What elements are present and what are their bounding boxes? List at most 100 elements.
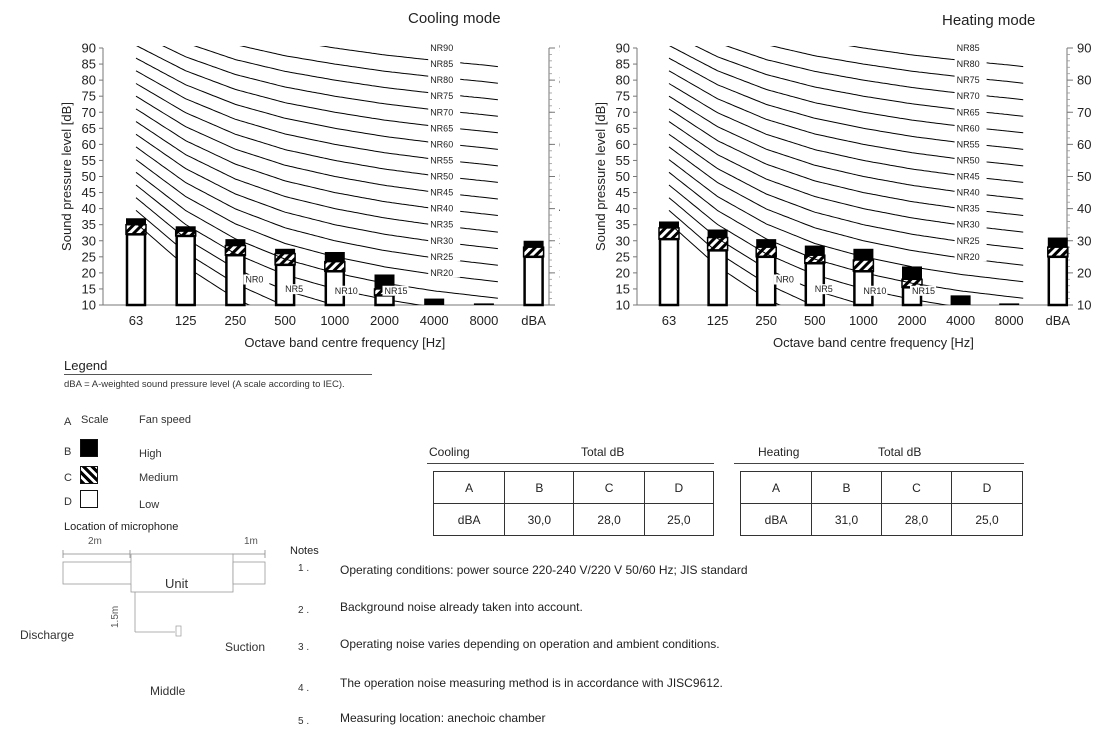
heating-nr-label: NR80 (957, 59, 980, 69)
table-cell: dBA (432, 503, 506, 536)
cooling-y-tick-label-right: 10 (559, 298, 560, 313)
cooling-nr-low-label-bg (332, 285, 359, 296)
heating-y-tick-label: 15 (616, 281, 630, 296)
heating-x-tick-label: 125 (707, 313, 729, 328)
cooling-nr-curve (162, 46, 498, 117)
heating-x-tick-label: 1000 (849, 313, 878, 328)
cooling-nr-label: NR40 (430, 204, 453, 214)
heating-y-tick-label: 90 (616, 41, 630, 56)
cooling-x-tick-label: 250 (225, 313, 247, 328)
heating-y-tick-label: 60 (616, 137, 630, 152)
cooling-nr-label: NR25 (430, 252, 453, 262)
dimension-1-5m: 1.5m (110, 605, 121, 628)
heating-y-tick-label-right: 90 (1077, 41, 1091, 56)
note-text: The operation noise measuring method is … (340, 676, 723, 690)
heating-bar-high (950, 295, 971, 305)
cooling-table: A B C D dBA 30,0 28,0 25,0 (432, 471, 715, 536)
cooling-nr-curve (135, 171, 498, 299)
cooling-y-tick-label: 30 (82, 233, 96, 248)
table-cell: B (811, 471, 882, 504)
cooling-nr-curve (135, 83, 498, 183)
heating-bar-high (1047, 237, 1068, 248)
cooling-nr-low-label: NR5 (285, 284, 303, 294)
cooling-nr-label: NR35 (430, 220, 453, 230)
heating-nr-curve (668, 57, 1024, 150)
table-cell: B (504, 471, 575, 504)
table-cell: C (881, 471, 952, 504)
heating-bar-low (804, 261, 826, 307)
heating-x-tick-label: 8000 (995, 313, 1024, 328)
heating-y-tick-label-right: 80 (1077, 73, 1091, 88)
heating-nr-label: NR25 (957, 236, 980, 246)
heating-bar-low (707, 249, 728, 307)
heating-y-tick-label: 25 (616, 249, 630, 264)
table-cell: dBA (740, 503, 812, 536)
legend-label-low: Low (139, 499, 160, 511)
heating-nr-curve (668, 133, 1024, 250)
legend-letter-high: B (64, 446, 72, 458)
heating-bar-high (756, 239, 777, 248)
discharge-label: Discharge (20, 628, 75, 642)
cooling-y-tick-label: 10 (82, 298, 96, 313)
cooling-x-tick-label: 1000 (320, 313, 349, 328)
cooling-nr-curve (135, 121, 498, 233)
heating-y-tick-label: 20 (616, 265, 630, 280)
cooling-bar-medium (324, 260, 346, 273)
cooling-nr-label-bg (428, 74, 461, 85)
heating-chart: 1015202530354045505560657075808590102030… (593, 41, 1091, 351)
cooling-x-tick-label: 125 (175, 313, 197, 328)
cooling-nr-label: NR85 (430, 59, 453, 69)
heating-nr-curve (848, 46, 1024, 68)
heating-y-tick-label-right: 20 (1077, 265, 1091, 280)
cooling-bar-low (374, 294, 395, 307)
heating-y-tick-label: 65 (616, 121, 630, 136)
cooling-nr-label-bg (428, 203, 461, 214)
middle-label: Middle (150, 684, 186, 698)
heating-y-tick-label: 85 (616, 57, 630, 72)
heating-table-mode: Heating (758, 445, 800, 459)
cooling-nr-label: NR20 (430, 268, 453, 278)
cooling-nr-label: NR55 (430, 155, 453, 165)
cooling-y-tick-label: 70 (82, 105, 96, 120)
cooling-bar-high (324, 251, 345, 262)
cooling-nr-label: NR80 (430, 75, 453, 85)
heating-table-total: Total dB (878, 445, 922, 459)
heating-bar-high (999, 303, 1020, 305)
cooling-nr-curve (135, 57, 498, 150)
cooling-nr-label: NR75 (430, 91, 453, 101)
heating-nr-label-bg (954, 106, 987, 117)
heating-y-tick-label-right: 50 (1077, 169, 1091, 184)
cooling-x-tick-label: dBA (521, 313, 546, 328)
cooling-nr-label-bg (428, 106, 461, 117)
microphone-location-label: Location of microphone (64, 521, 179, 533)
heating-y-axis-title: Sound pressure level [dB] (593, 102, 608, 251)
cooling-y-tick-label-right: 80 (559, 73, 560, 88)
note-text: Background noise already taken into acco… (340, 600, 583, 614)
table-cell: 25,0 (951, 503, 1023, 536)
heating-nr-label-bg (954, 74, 987, 85)
note-number: 5 . (298, 716, 310, 727)
cooling-table-total: Total dB (581, 445, 625, 459)
legend-swatch-high (80, 439, 98, 457)
cooling-y-tick-label: 75 (82, 89, 96, 104)
cooling-y-tick-label: 35 (82, 217, 96, 232)
cooling-x-tick-label: 4000 (420, 313, 449, 328)
cooling-nr-label: NR90 (430, 43, 453, 53)
cooling-nr-low-label-bg (382, 285, 409, 296)
cooling-nr-label-bg (428, 251, 461, 262)
suction-label: Suction (225, 640, 266, 654)
heating-y-tick-label: 70 (616, 105, 630, 120)
cooling-table-header: Cooling Total dB (427, 443, 714, 464)
heating-bar-medium (852, 259, 875, 273)
cooling-nr-curve (136, 46, 498, 134)
heating-table: A B C D dBA 31,0 28,0 25,0 (740, 471, 1023, 536)
heating-y-tick-label: 45 (616, 185, 630, 200)
legend-swatch-low (80, 490, 98, 508)
heating-y-tick-label: 35 (616, 217, 630, 232)
heating-y-tick-label: 75 (616, 89, 630, 104)
cooling-y-tick-label-right: 70 (559, 105, 560, 120)
cooling-nr-low-label-bg (243, 274, 270, 285)
legend-swatch-medium (80, 466, 98, 484)
heating-bar-medium (755, 246, 777, 258)
heating-nr-low-label-bg (773, 274, 800, 285)
